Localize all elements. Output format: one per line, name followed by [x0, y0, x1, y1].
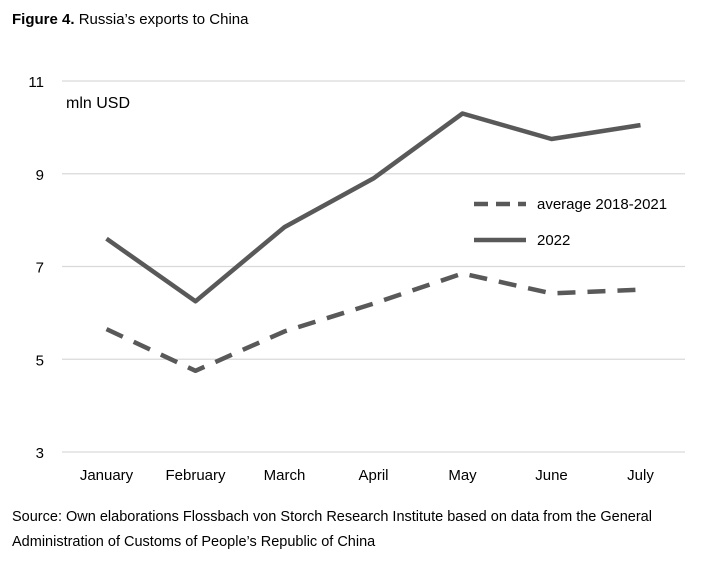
source-note: Source: Own elaborations Flossbach von S… [12, 509, 652, 550]
x-tick-label: July [627, 467, 654, 484]
x-tick-label: March [264, 467, 306, 484]
x-axis-ticks: January February March April May June July [80, 467, 655, 484]
x-tick-label: June [535, 467, 568, 484]
series-lines [105, 111, 641, 374]
legend: average 2018-2021 2022 [474, 196, 667, 249]
y-tick-label: 9 [36, 167, 44, 184]
figure-title: Figure 4. Russia’s exports to China [12, 11, 249, 28]
unit-label: mln USD [66, 95, 130, 112]
y-tick-label: 7 [36, 260, 44, 277]
y-tick-label: 5 [36, 352, 44, 369]
y-tick-label: 11 [28, 74, 44, 91]
x-tick-label: February [165, 467, 226, 484]
figure-label: Figure 4. [12, 11, 75, 28]
y-axis-ticks: 3 5 7 9 11 [28, 74, 44, 462]
legend-label: average 2018-2021 [537, 196, 667, 213]
y-tick-label: 3 [36, 445, 44, 462]
figure-title-text: Russia’s exports to China [78, 11, 249, 28]
x-tick-label: January [80, 467, 134, 484]
x-tick-label: May [448, 467, 477, 484]
series-line-average [105, 271, 641, 374]
gridlines [62, 80, 685, 453]
legend-label: 2022 [537, 232, 570, 249]
x-tick-label: April [358, 467, 388, 484]
